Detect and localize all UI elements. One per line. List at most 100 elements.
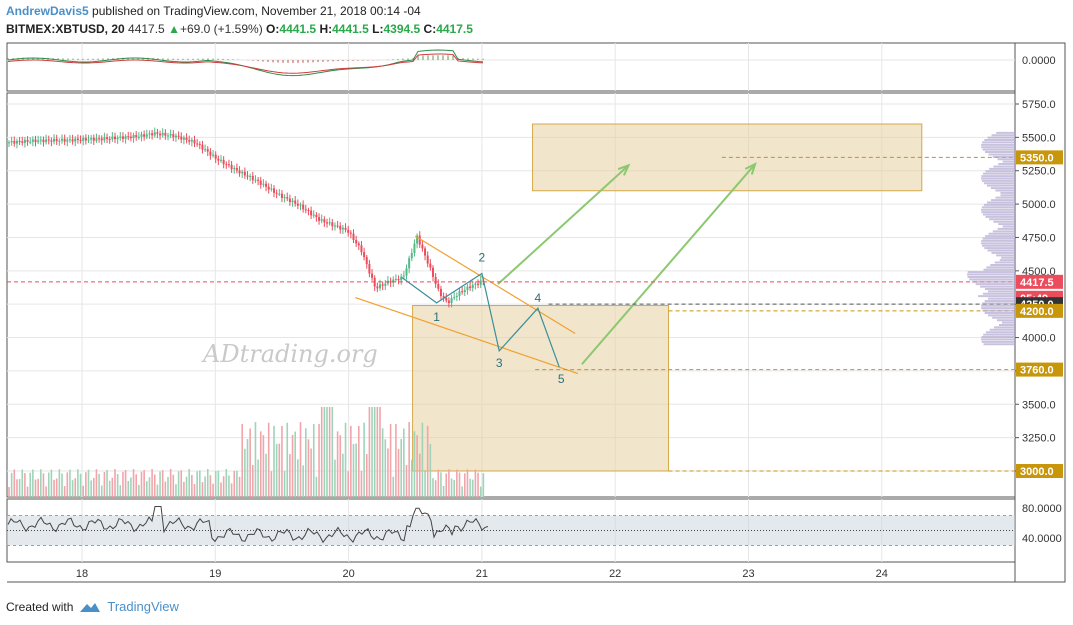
candle-body (233, 168, 236, 170)
candle-body (68, 139, 71, 141)
candle-body (365, 257, 368, 265)
price-badge (1016, 150, 1063, 165)
candle-body (127, 136, 130, 138)
candle-body (262, 183, 265, 185)
top-indicator-tick: 0.0000 (1022, 55, 1056, 67)
price-badge (1016, 464, 1063, 478)
candle-body (384, 283, 387, 286)
candle-body (291, 200, 294, 203)
candle-body (299, 204, 302, 206)
close-label: C: (423, 22, 437, 36)
candle-body (84, 137, 87, 141)
candle-body (225, 164, 228, 166)
candle-body (280, 193, 283, 199)
candle-body (355, 239, 358, 244)
author-link[interactable]: AndrewDavis5 (6, 4, 89, 18)
x-tick-label: 21 (476, 568, 488, 580)
low-label: L: (372, 22, 384, 36)
candle-body (103, 137, 106, 141)
candle-body (379, 284, 381, 289)
candle-body (190, 139, 193, 142)
candle-body (445, 297, 448, 301)
candle-body (413, 243, 416, 254)
candle-body (95, 138, 98, 141)
candle-body (45, 139, 48, 143)
candle-body (392, 279, 395, 283)
candle-body (257, 179, 260, 181)
open-label: O: (266, 22, 280, 36)
candle-body (145, 134, 148, 137)
candle-body (61, 138, 63, 141)
price-badge-label: 4417.5 (1020, 277, 1054, 289)
wave-label-4: 4 (535, 291, 542, 305)
symbol-label: BITMEX:XBTUSD, 20 (6, 22, 125, 36)
price-tick-label: 3250.0 (1022, 433, 1056, 445)
candle-body (58, 140, 61, 142)
candle-body (463, 289, 466, 293)
candle-body (98, 138, 101, 140)
price-badge-label: 5350.0 (1020, 152, 1054, 164)
candle-body (349, 232, 352, 234)
candle-body (188, 140, 191, 142)
candle-body (87, 139, 90, 141)
price-tick-label: 5250.0 (1022, 166, 1056, 178)
candle-body (471, 284, 474, 289)
projection-arrow-1 (497, 164, 630, 285)
candle-body (352, 233, 355, 240)
candle-body (167, 135, 169, 137)
candle-body (172, 134, 175, 138)
candle-body (92, 137, 95, 141)
candle-body (283, 197, 286, 199)
candle-body (227, 164, 230, 166)
low-value: 4394.5 (383, 22, 421, 36)
rsi-tick-label: 40.0000 (1022, 533, 1062, 545)
tradingview-brand-link[interactable]: TradingView (107, 599, 179, 614)
candle-body (71, 139, 74, 142)
price-tick-label: 5000.0 (1022, 199, 1056, 211)
candle-body (273, 188, 275, 193)
candle-body (326, 222, 328, 224)
candle-body (161, 132, 164, 136)
candle-body (259, 180, 262, 185)
candle-body (177, 135, 180, 137)
candle-body (196, 143, 199, 145)
candle-body (474, 283, 477, 285)
x-tick-label: 20 (342, 568, 354, 580)
candle-body (429, 263, 432, 268)
candle-body (323, 219, 326, 223)
indicator-panel-top (6, 42, 1016, 92)
candle-body (363, 252, 366, 258)
price-tick-label: 5750.0 (1022, 99, 1056, 111)
candle-body (169, 134, 172, 136)
candle-body (90, 137, 93, 140)
candle-body (76, 138, 79, 140)
price-badge (1016, 274, 1063, 289)
candle-body (39, 139, 42, 141)
candle-body (421, 244, 424, 249)
candle-body (416, 235, 419, 244)
candle-body (243, 171, 246, 176)
candle-body (140, 134, 143, 137)
candle-body (108, 139, 111, 141)
candle-body (333, 225, 336, 227)
candle-body (132, 135, 135, 139)
x-tick-label: 22 (609, 568, 621, 580)
candle-body (315, 214, 318, 218)
candle-body (121, 136, 124, 139)
candle-body (182, 137, 185, 140)
candle-body (432, 267, 434, 277)
ohlc-line: BITMEX:XBTUSD, 20 4417.5 ▲+69.0 (+1.59%)… (6, 22, 473, 36)
candle-body (174, 135, 177, 138)
candle-body (74, 138, 77, 142)
candle-body (217, 158, 220, 161)
price-badge-label: 3760.0 (1020, 365, 1054, 377)
candle-body (424, 248, 427, 256)
candle-body (55, 138, 58, 142)
candle-body (339, 225, 342, 230)
candle-body (357, 243, 360, 246)
candle-body (394, 279, 397, 281)
candle-body (455, 295, 458, 297)
candle-body (18, 140, 21, 142)
wave-label-1: 1 (433, 310, 440, 324)
